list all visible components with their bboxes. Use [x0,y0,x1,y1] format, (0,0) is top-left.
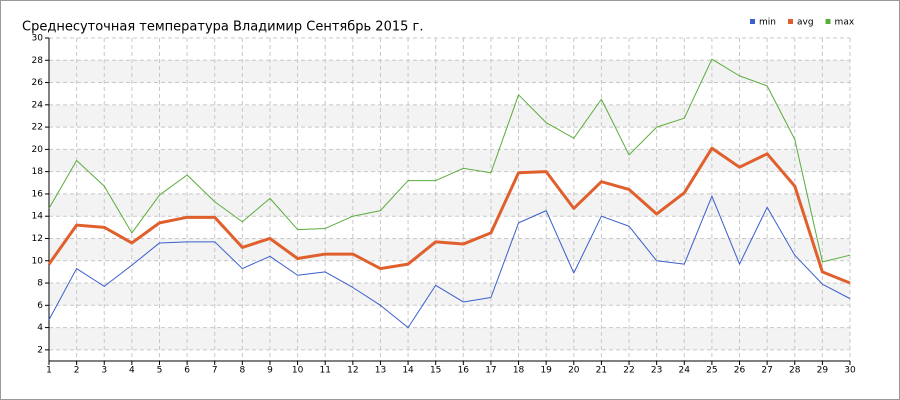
x-tick-label: 21 [596,366,607,376]
x-tick-label: 22 [623,366,634,376]
series-line [48,58,851,263]
legend-label: avg [797,18,814,28]
x-tick-label: 24 [679,366,691,376]
x-tick-label: 18 [513,366,525,376]
y-tick-label: 6 [37,301,43,311]
x-tick-label: 6 [184,366,190,376]
plot-band [49,104,850,128]
x-tick-label: 13 [375,366,386,376]
plot-band [49,149,850,172]
x-tick-label: 20 [568,366,580,376]
x-tick-label: 14 [402,366,414,376]
y-tick-label: 24 [32,100,44,110]
x-tick-label: 17 [485,366,496,376]
y-tick-label: 20 [32,145,44,155]
y-tick-label: 16 [32,189,44,199]
x-tick-label: 27 [761,366,772,376]
legend-label: min [759,18,776,28]
legend-swatch [750,19,755,24]
y-tick-label: 26 [32,78,44,88]
x-tick-label: 3 [101,366,107,376]
x-tick-label: 10 [292,366,304,376]
x-tick-label: 11 [319,366,330,376]
x-tick-label: 25 [706,366,717,376]
x-tick-label: 29 [817,366,829,376]
series-line [48,195,851,329]
x-tick-label: 19 [540,366,552,376]
x-tick-label: 28 [789,366,801,376]
y-tick-label: 10 [32,256,44,266]
plot-band [49,60,850,83]
series-line [47,146,851,285]
x-tick-label: 16 [458,366,470,376]
x-tick-label: 5 [157,366,163,376]
x-tick-label: 1 [46,366,52,376]
x-tick-label: 8 [239,366,245,376]
x-tick-label: 26 [734,366,746,376]
x-tick-label: 12 [347,366,358,376]
x-tick-label: 30 [844,366,856,376]
y-tick-label: 4 [37,323,43,333]
x-tick-label: 9 [267,366,273,376]
x-tick-label: 2 [74,366,80,376]
legend-label: max [835,18,855,28]
x-tick-label: 23 [651,366,662,376]
chart-title: Среднесуточная температура Владимир Сент… [22,20,423,35]
legend-swatch [787,19,793,24]
legend-swatch [825,19,831,24]
y-tick-label: 2 [37,345,43,355]
y-tick-label: 12 [32,234,43,244]
x-tick-label: 4 [129,366,135,376]
y-tick-label: 18 [32,167,44,177]
y-tick-label: 8 [37,279,43,289]
x-tick-label: 7 [212,366,218,376]
plot-band [49,193,850,217]
x-tick-label: 15 [430,366,441,376]
y-tick-label: 14 [32,212,44,222]
plot-band [49,327,850,350]
y-tick-label: 30 [32,34,44,44]
y-tick-label: 22 [32,123,43,133]
y-tick-label: 28 [32,56,44,66]
